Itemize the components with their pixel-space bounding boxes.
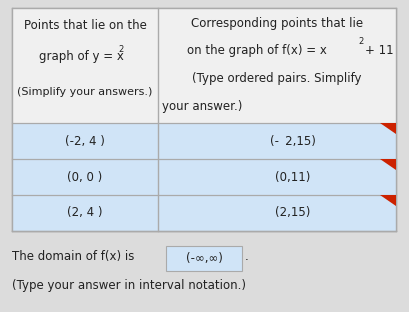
Text: (-  2,15): (- 2,15) (270, 135, 315, 148)
Bar (12, 8, 395, 231)
Text: your answer.): your answer.) (162, 100, 242, 113)
Bar (166, 246, 241, 271)
Bar (12, 8, 395, 123)
Text: (2,15): (2,15) (275, 207, 310, 219)
Text: (2, 4 ): (2, 4 ) (67, 207, 103, 219)
Text: on the graph of f(x) = x: on the graph of f(x) = x (187, 44, 326, 57)
Text: (Type ordered pairs. Simplify: (Type ordered pairs. Simplify (191, 72, 361, 85)
Text: (0, 0 ): (0, 0 ) (67, 171, 102, 183)
Text: (0,11): (0,11) (275, 171, 310, 183)
Text: + 11: + 11 (364, 44, 393, 57)
Polygon shape (379, 159, 395, 170)
Text: (Simplify your answers.): (Simplify your answers.) (17, 87, 153, 97)
Text: The domain of f(x) is: The domain of f(x) is (12, 250, 134, 263)
Bar (12, 159, 395, 195)
Polygon shape (379, 195, 395, 206)
Bar (12, 195, 395, 231)
Text: (Type your answer in interval notation.): (Type your answer in interval notation.) (12, 279, 246, 292)
Text: 2: 2 (119, 45, 124, 54)
Text: .: . (245, 250, 248, 263)
Polygon shape (379, 123, 395, 134)
Text: Points that lie on the: Points that lie on the (24, 19, 146, 32)
Text: 2: 2 (357, 37, 362, 46)
Text: Corresponding points that lie: Corresponding points that lie (190, 17, 362, 30)
Text: graph of y = x: graph of y = x (38, 50, 123, 63)
Text: (-∞,∞): (-∞,∞) (185, 252, 222, 265)
Text: (-2, 4 ): (-2, 4 ) (65, 135, 105, 148)
Bar (12, 123, 395, 159)
